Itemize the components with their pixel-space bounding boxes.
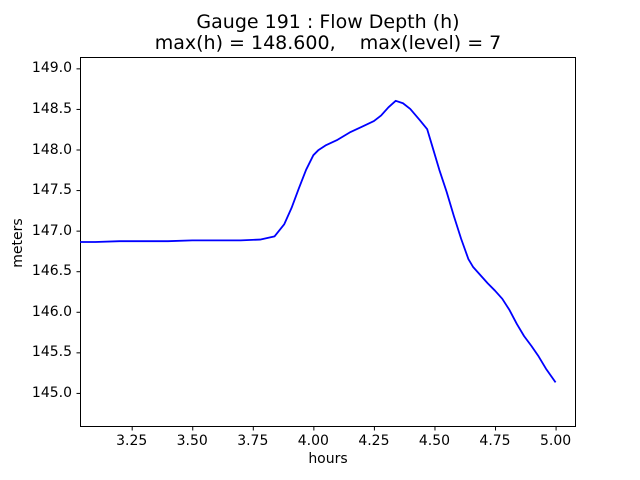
chart-title: Gauge 191 : Flow Depth (h) max(h) = 148.… [80,12,576,54]
y-tick-label: 146.5 [31,263,72,280]
y-tick-label: 148.0 [31,141,72,158]
y-tick-label: 147.0 [31,222,72,239]
x-tick-label: 4.50 [418,433,451,449]
x-tick-label: 3.25 [116,433,148,449]
y-tick-label: 147.5 [31,182,72,199]
y-tick-label: 145.5 [31,344,72,361]
x-tick-label: 4.00 [297,433,329,449]
y-tick-label: 148.5 [31,100,72,117]
x-axis-label: hours [308,451,348,467]
x-tick-label: 3.50 [176,433,208,449]
x-tick-label: 4.75 [479,433,511,449]
chart-title-line1: Gauge 191 : Flow Depth (h) [196,11,460,33]
y-tick-label: 145.0 [31,384,72,401]
y-tick-label: 149.0 [31,60,72,77]
chart-title-line2: max(h) = 148.600, max(level) = 7 [154,32,502,54]
x-tick-label: 4.25 [358,433,390,449]
x-tick-label: 5.00 [539,433,572,449]
flow-depth-line [80,99,557,383]
x-tick-label: 3.75 [237,433,269,449]
y-tick-label: 146.0 [31,303,72,320]
